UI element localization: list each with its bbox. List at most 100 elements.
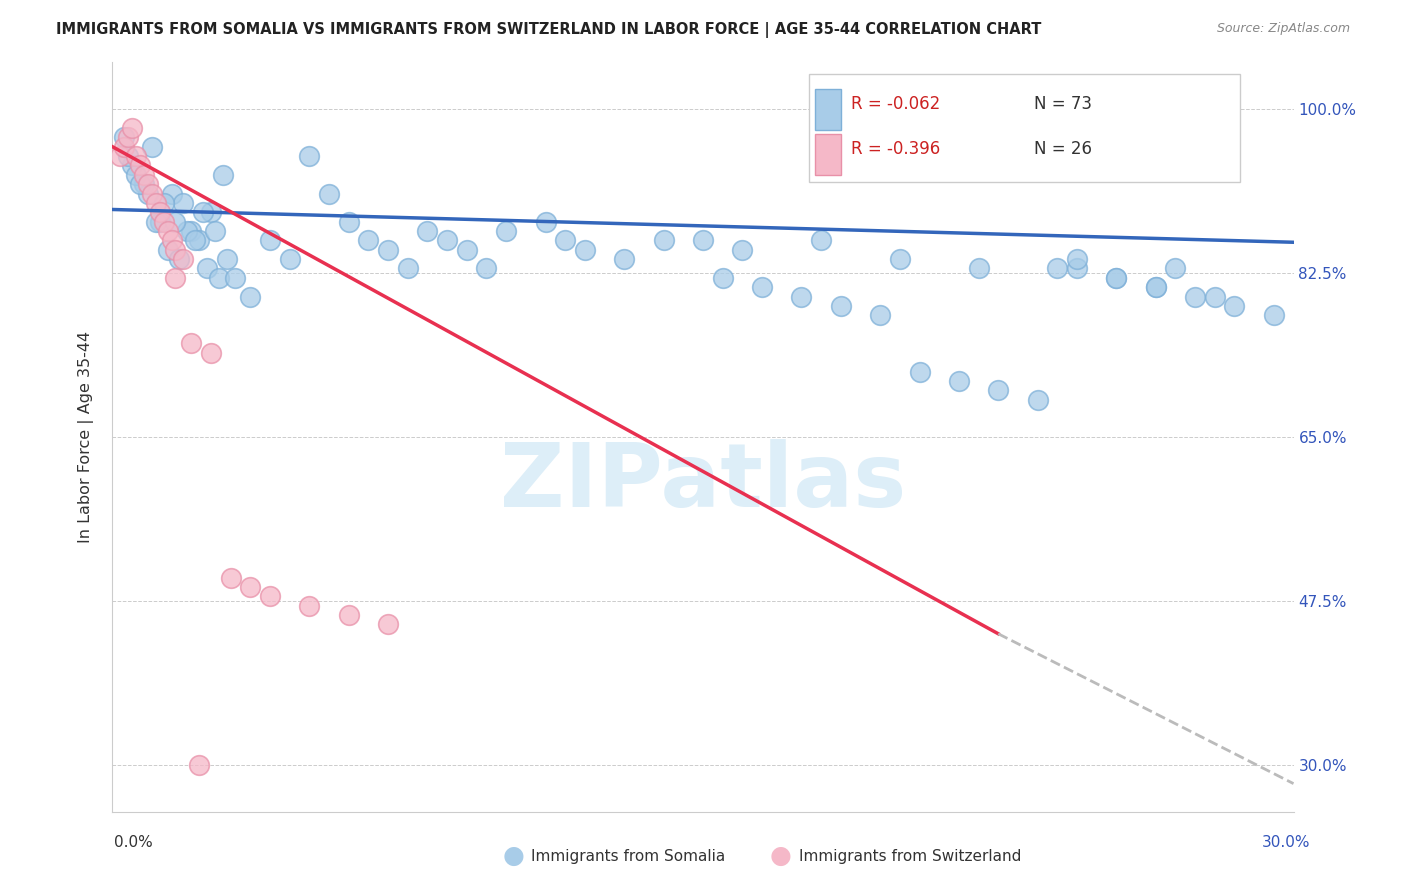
Point <box>790 289 813 303</box>
Point <box>1144 280 1167 294</box>
Point <box>191 205 214 219</box>
Point <box>211 168 233 182</box>
Point <box>239 289 262 303</box>
Point <box>948 374 970 388</box>
Point <box>160 233 183 247</box>
Point <box>810 233 832 247</box>
Point <box>377 617 399 632</box>
Point <box>830 299 852 313</box>
Point <box>259 590 281 604</box>
Point <box>475 261 498 276</box>
Point <box>156 224 179 238</box>
Bar <box>815 88 841 130</box>
Point <box>184 233 207 247</box>
Point <box>1046 261 1069 276</box>
Point <box>188 233 211 247</box>
Point <box>224 271 246 285</box>
Point <box>1223 299 1246 313</box>
Text: ZIPatlas: ZIPatlas <box>501 439 905 525</box>
Point <box>908 365 931 379</box>
Point <box>239 580 262 594</box>
Text: N = 73: N = 73 <box>1033 95 1091 112</box>
Point <box>180 224 202 238</box>
Point <box>215 252 238 266</box>
Point <box>337 215 360 229</box>
Point <box>711 271 734 285</box>
Point <box>110 149 132 163</box>
Point <box>200 346 222 360</box>
Point <box>1105 271 1128 285</box>
Point <box>751 280 773 294</box>
Bar <box>815 134 841 175</box>
Point <box>121 158 143 172</box>
Point <box>125 149 148 163</box>
Point <box>416 224 439 238</box>
Point <box>987 384 1010 398</box>
Point <box>141 139 163 153</box>
Point <box>889 252 911 266</box>
Point <box>1204 289 1226 303</box>
Point <box>377 243 399 257</box>
Point <box>613 252 636 266</box>
Point <box>1066 261 1088 276</box>
Point <box>129 158 152 172</box>
Point <box>136 186 159 201</box>
Text: 0.0%: 0.0% <box>114 836 153 850</box>
Point <box>337 608 360 623</box>
Point <box>396 261 419 276</box>
Text: ●: ● <box>769 845 792 868</box>
Point <box>117 130 139 145</box>
Point <box>156 243 179 257</box>
Point <box>1026 392 1049 407</box>
Text: R = -0.062: R = -0.062 <box>851 95 939 112</box>
Point <box>172 252 194 266</box>
Point <box>1263 308 1285 322</box>
FancyBboxPatch shape <box>810 74 1240 182</box>
Point <box>219 571 242 585</box>
Text: Source: ZipAtlas.com: Source: ZipAtlas.com <box>1216 22 1350 36</box>
Point <box>1184 289 1206 303</box>
Point <box>152 195 174 210</box>
Point <box>117 149 139 163</box>
Point <box>136 177 159 191</box>
Point <box>456 243 478 257</box>
Point <box>200 205 222 219</box>
Point <box>125 168 148 182</box>
Point <box>132 168 155 182</box>
Point <box>121 120 143 135</box>
Point <box>188 758 211 772</box>
Point <box>165 215 187 229</box>
Point <box>172 195 194 210</box>
Point <box>112 139 135 153</box>
Point <box>169 252 191 266</box>
Point <box>149 205 172 219</box>
Point <box>180 336 202 351</box>
Point <box>436 233 458 247</box>
Point <box>160 186 183 201</box>
Point <box>534 215 557 229</box>
Point <box>176 224 198 238</box>
Point <box>1144 280 1167 294</box>
Point <box>357 233 380 247</box>
Point <box>1164 261 1187 276</box>
Point <box>278 252 301 266</box>
Point <box>165 243 187 257</box>
Point <box>132 177 155 191</box>
Point <box>204 224 226 238</box>
Point <box>112 130 135 145</box>
Point <box>967 261 990 276</box>
Point <box>318 186 340 201</box>
Text: IMMIGRANTS FROM SOMALIA VS IMMIGRANTS FROM SWITZERLAND IN LABOR FORCE | AGE 35-4: IMMIGRANTS FROM SOMALIA VS IMMIGRANTS FR… <box>56 22 1042 38</box>
Y-axis label: In Labor Force | Age 35-44: In Labor Force | Age 35-44 <box>77 331 94 543</box>
Point <box>1066 252 1088 266</box>
Point <box>145 195 167 210</box>
Point <box>152 215 174 229</box>
Text: R = -0.396: R = -0.396 <box>851 140 939 158</box>
Point <box>129 177 152 191</box>
Point <box>554 233 576 247</box>
Point <box>298 149 321 163</box>
Point <box>652 233 675 247</box>
Point <box>495 224 517 238</box>
Point <box>141 186 163 201</box>
Point <box>869 308 891 322</box>
